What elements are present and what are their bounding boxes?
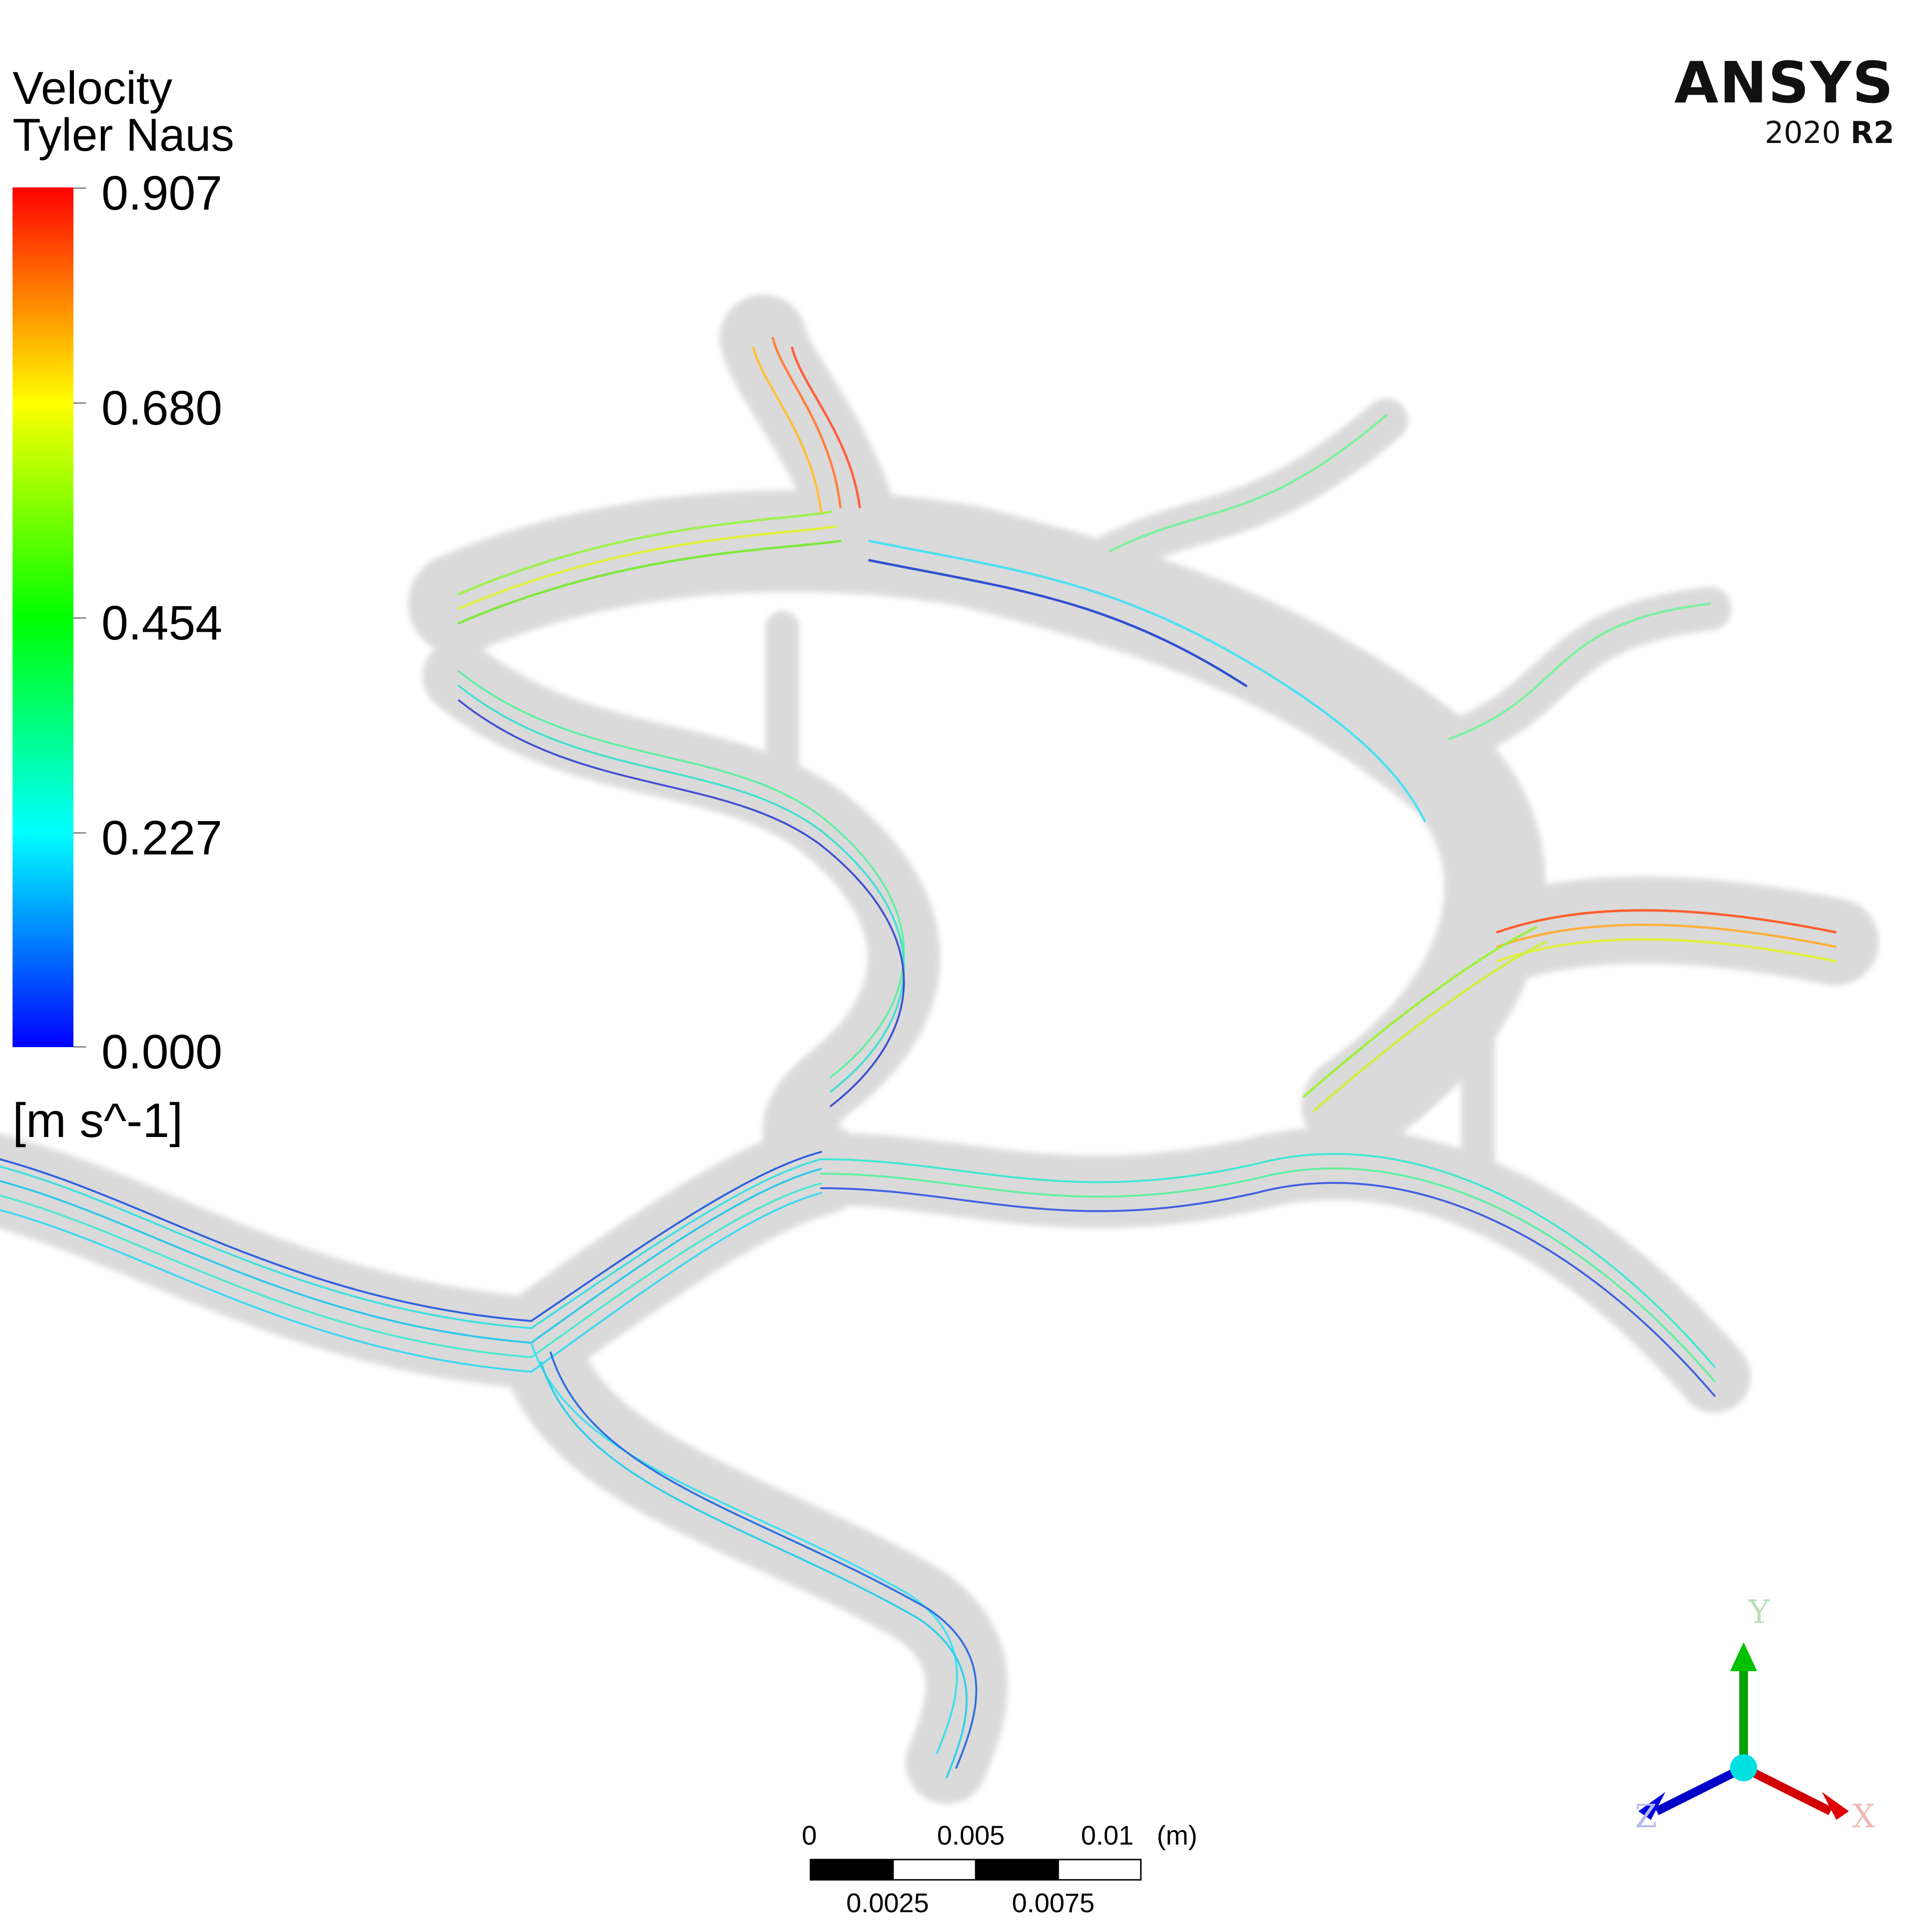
legend-units: [m s^-1]	[13, 1094, 183, 1148]
axis-label-x: X	[1852, 1798, 1875, 1835]
y-axis-arrow-icon	[1730, 1642, 1757, 1671]
legend-variable-title: Velocity	[13, 62, 172, 114]
triad-arrows	[1638, 1642, 1849, 1820]
z-axis-arrow-icon	[1638, 1792, 1665, 1820]
streamlines-top-ring	[457, 337, 1426, 823]
vessel-top-ring	[408, 490, 1546, 1157]
legend-label-max: 0.907	[101, 166, 223, 220]
streamlines-bottom-branch	[530, 1342, 978, 1778]
legend-label: 0.454	[101, 596, 223, 650]
streamlines-left-wave	[458, 670, 905, 1107]
legend-tick	[73, 187, 86, 189]
vessel-left-wave	[423, 640, 940, 1205]
scale-label-0005: 0.005	[937, 1820, 1005, 1850]
vessel-geometry	[0, 295, 1879, 1804]
axis-label-y: Y	[1748, 1593, 1770, 1631]
legend-tick	[73, 1046, 86, 1048]
streamlines	[0, 337, 1837, 1778]
vessel-right-branch	[1427, 587, 1732, 766]
logo-version-release: R2	[1850, 115, 1894, 150]
streamlines-lower-arc	[820, 1152, 1716, 1397]
legend-tick	[73, 617, 86, 619]
legend-label: 0.227	[101, 811, 223, 865]
vessel-top-left-branch	[720, 295, 894, 551]
logo-name: ANSYS	[1674, 49, 1894, 116]
logo-version: 2020 R2	[1675, 115, 1894, 150]
x-axis-arrow-icon	[1822, 1792, 1849, 1820]
legend-subtitle: Tyler Naus	[13, 109, 234, 161]
legend-color-bar	[13, 187, 73, 1047]
streamlines-right	[1109, 414, 1837, 1112]
scale-unit: (m)	[1157, 1820, 1197, 1850]
triad-origin-icon	[1730, 1754, 1757, 1781]
legend-tick	[73, 402, 86, 404]
scale-label-00075: 0.0075	[1012, 1888, 1095, 1918]
vessel-lower-arc	[785, 1127, 1751, 1413]
legend-label-min: 0.000	[101, 1025, 223, 1079]
scale-label-001: 0.01	[1081, 1820, 1134, 1850]
logo-version-year: 2020	[1764, 115, 1841, 150]
vessel-right-outlet	[1454, 876, 1879, 985]
axis-label-z: Z	[1635, 1798, 1657, 1835]
legend-label: 0.680	[101, 381, 223, 435]
streamlines-main-left	[0, 1151, 822, 1373]
vessel-right-upper-branch	[1089, 398, 1408, 577]
scale-label-00025: 0.0025	[846, 1888, 929, 1918]
vessel-bottom-branch	[500, 1311, 1008, 1804]
scale-label-0: 0	[802, 1820, 817, 1850]
ansys-logo: ANSYS 2020 R2	[1675, 54, 1895, 148]
legend-tick	[73, 832, 86, 834]
scale-bar-segments	[810, 1859, 1142, 1881]
